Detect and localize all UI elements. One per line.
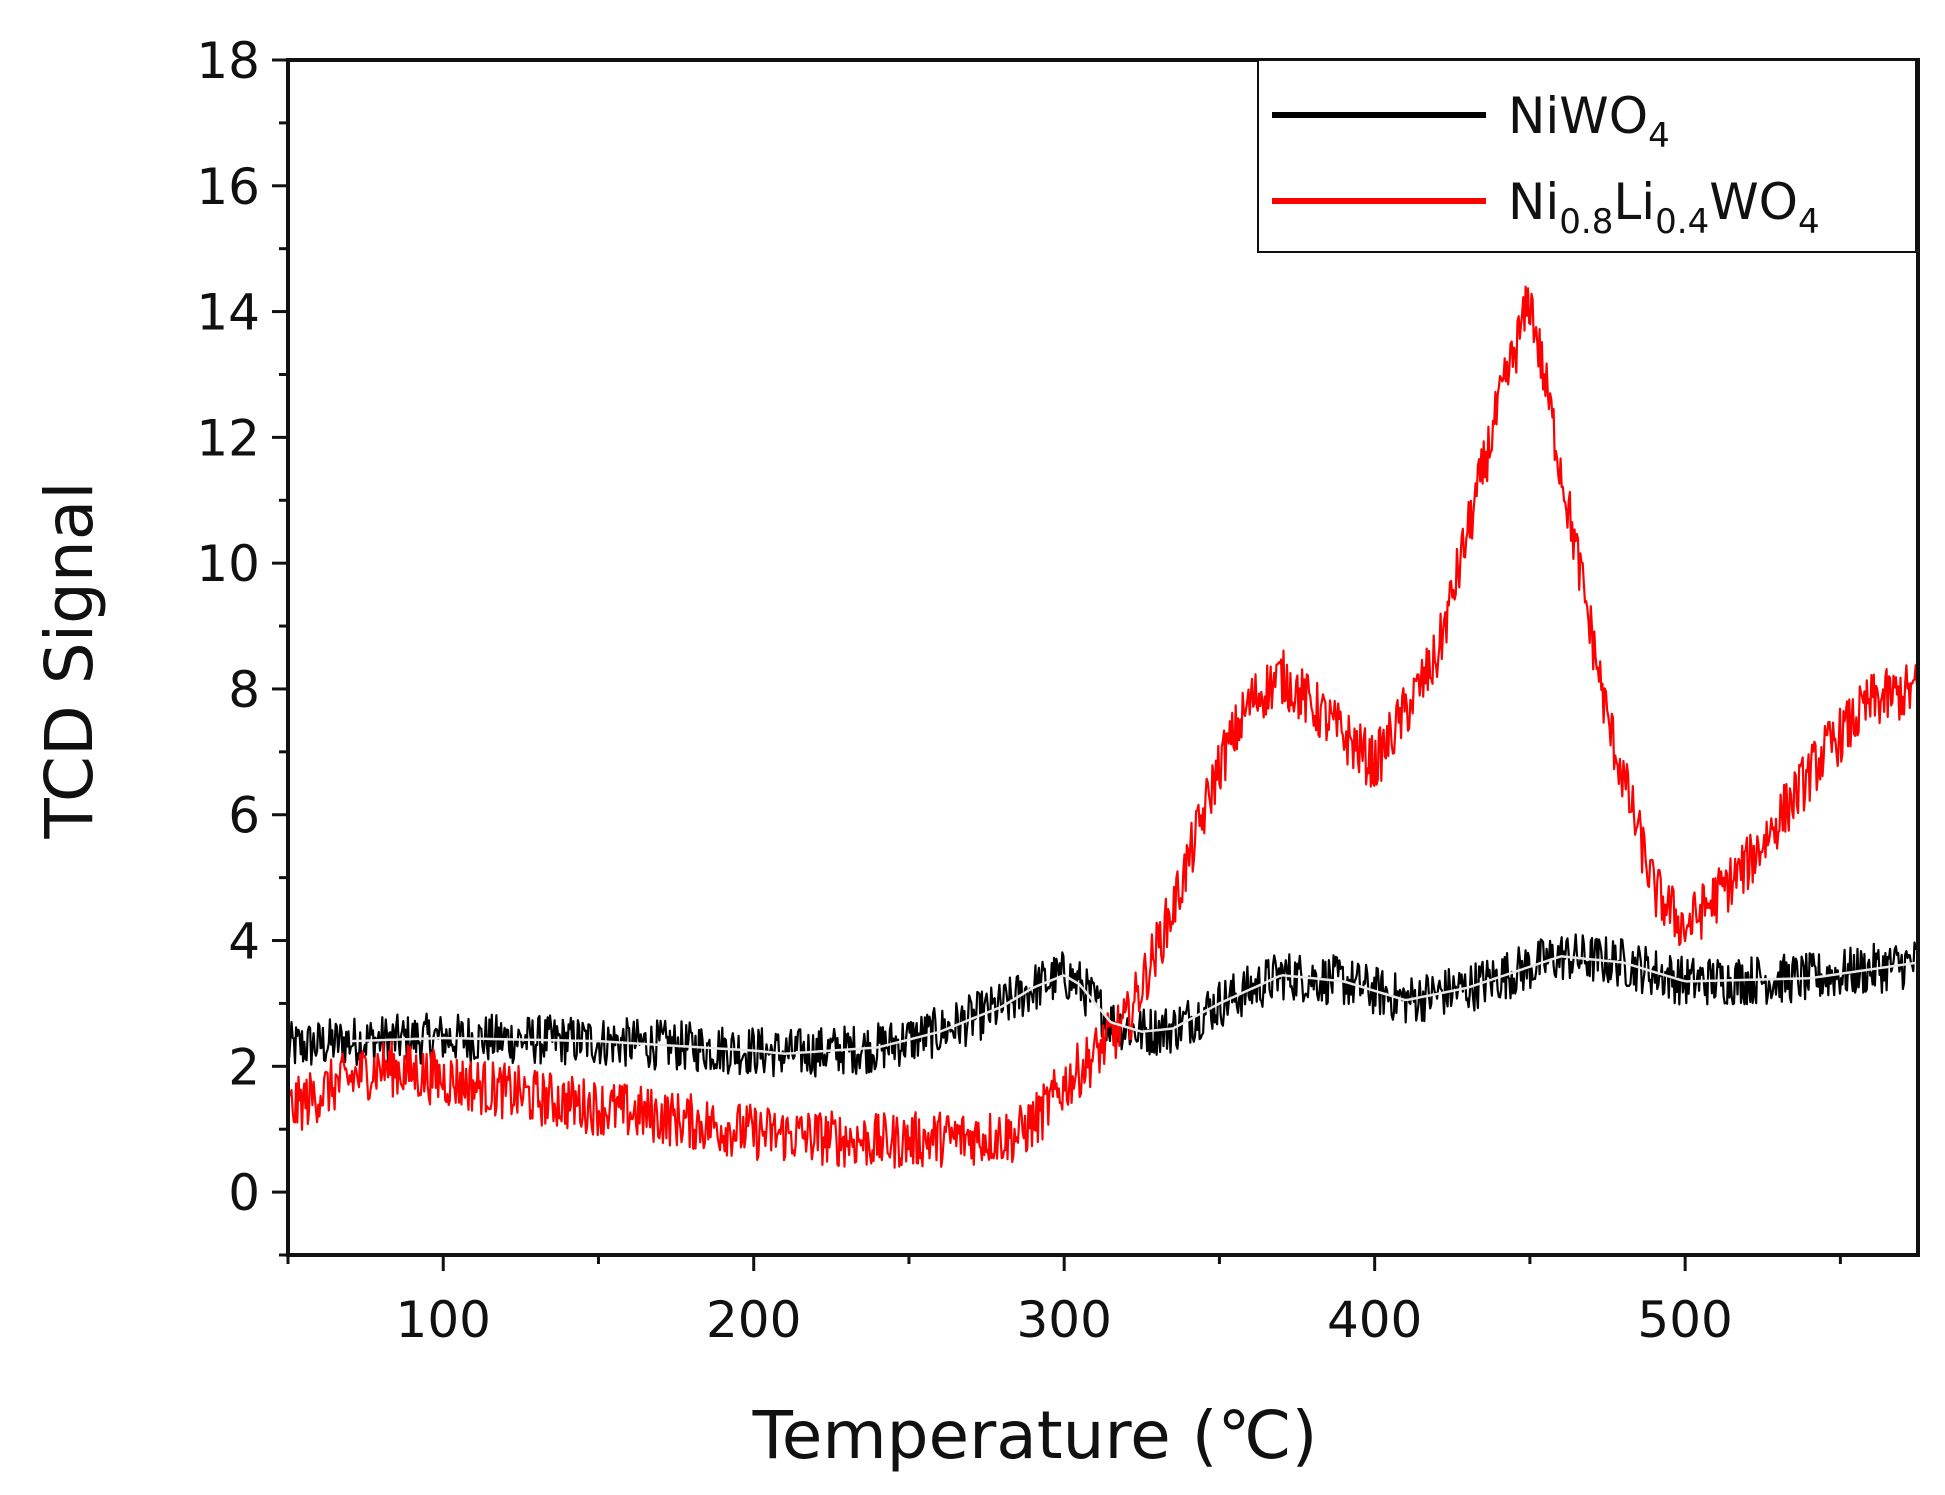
y-tick-label: 12: [196, 409, 260, 467]
x-axis-title: Temperature (℃): [752, 1397, 1318, 1474]
legend-label-part: NiWO: [1508, 87, 1648, 145]
plot-frame: [286, 58, 1920, 1257]
x-tick-label: 300: [1016, 1291, 1111, 1349]
y-tick-label: 8: [228, 661, 260, 719]
legend-label: NiWO4: [1508, 87, 1670, 156]
y-tick-label: 10: [196, 535, 260, 593]
legend-box: [1257, 59, 1917, 253]
y-axis-title: TCD Signal: [31, 481, 108, 839]
legend-label-subscript: 0.4: [1655, 202, 1709, 242]
x-tick-label: 200: [706, 1291, 801, 1349]
x-tick-label: 100: [396, 1291, 491, 1349]
series-line-2: [350, 955, 1918, 1055]
y-tick-label: 14: [196, 284, 260, 342]
legend-label: Ni0.8Li0.4WO4: [1508, 173, 1820, 242]
legend-label-subscript: 4: [1648, 116, 1670, 156]
y-tick-label: 18: [196, 32, 260, 90]
y-tick-label: 16: [196, 158, 260, 216]
y-tick-label: 0: [228, 1164, 260, 1222]
legend-label-part: Li: [1613, 173, 1655, 231]
legend-label-part: WO: [1709, 173, 1798, 231]
legend-label-subscript: 0.8: [1559, 202, 1613, 242]
x-tick-label: 400: [1327, 1291, 1422, 1349]
legend-label-part: Ni: [1508, 173, 1559, 231]
series-line-1: [288, 285, 1918, 1169]
y-tick-label: 2: [228, 1038, 260, 1096]
y-tick-label: 6: [228, 787, 260, 845]
x-tick-label: 500: [1637, 1291, 1732, 1349]
y-tick-label: 4: [228, 913, 260, 971]
legend-label-subscript: 4: [1798, 202, 1820, 242]
